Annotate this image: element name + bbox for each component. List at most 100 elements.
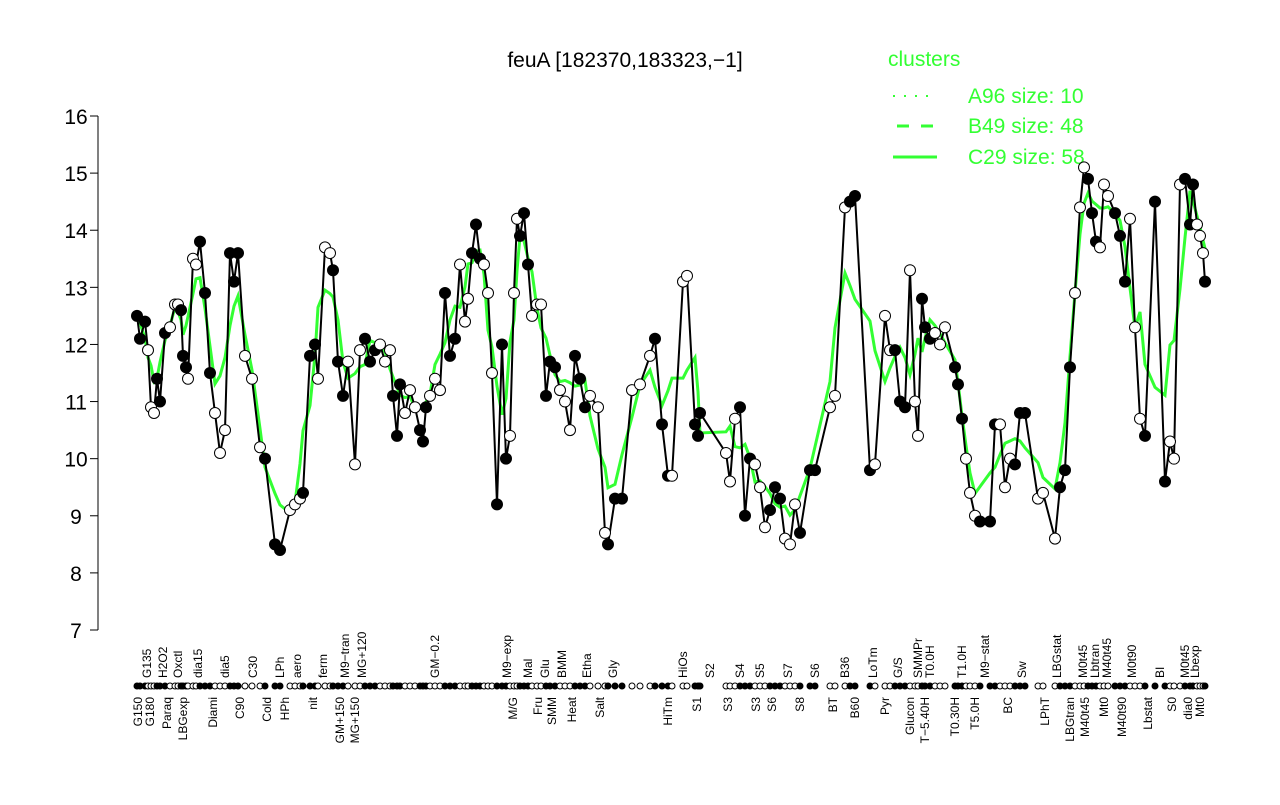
x-tick-label: Lbstat: [1141, 696, 1155, 729]
x-tick-label: B60: [848, 697, 862, 719]
x-sample-marker: [586, 682, 594, 690]
data-point: [482, 287, 494, 300]
y-tick-label: 9: [70, 506, 82, 529]
x-tick-label: M/G: [506, 697, 520, 720]
data-point: [919, 321, 931, 334]
data-point: [592, 401, 604, 414]
x-tick-label: Paraq: [160, 697, 174, 729]
data-point: [1078, 161, 1090, 174]
data-point: [500, 452, 512, 465]
x-tick-label: C90: [233, 697, 247, 719]
series-layer: [131, 161, 1211, 557]
data-point: [387, 389, 399, 402]
data-point: [554, 384, 566, 397]
x-tick-label: Mal: [521, 659, 535, 678]
data-point: [1179, 172, 1191, 185]
x-tick-label: S2: [703, 663, 717, 678]
data-point: [549, 361, 561, 374]
x-tick-label: Cold: [260, 697, 274, 722]
data-point: [337, 389, 349, 402]
x-tick-label: Oxctl: [171, 651, 185, 678]
data-point: [574, 372, 586, 385]
x-tick-label: Fru: [531, 697, 545, 715]
data-point: [666, 469, 678, 482]
x-tick-label: BT: [826, 696, 840, 712]
x-tick-label: Glucon: [903, 697, 917, 735]
data-point: [414, 424, 426, 437]
x-tick-label: Etha: [580, 653, 594, 678]
y-tick-label: 8: [70, 563, 82, 586]
data-point: [327, 264, 339, 277]
x-sample-marker: [1170, 682, 1178, 690]
data-point: [1139, 429, 1151, 442]
x-tick-label: M9−tran: [338, 634, 352, 678]
data-point: [374, 338, 386, 351]
x-tick-label: T0.0H: [923, 645, 937, 678]
data-point: [522, 258, 534, 271]
data-point: [634, 378, 646, 391]
data-point: [1114, 229, 1126, 242]
data-point: [312, 372, 324, 385]
data-point: [899, 401, 911, 414]
data-point: [470, 218, 482, 231]
data-point: [1194, 229, 1206, 242]
data-point: [228, 275, 240, 288]
y-tick-label: 16: [64, 106, 87, 129]
data-point: [569, 349, 581, 362]
x-tick-label: M40t45: [1100, 638, 1114, 678]
x-tick-label: HiOs: [676, 651, 690, 678]
data-point: [239, 349, 251, 362]
data-point: [584, 389, 596, 402]
data-point: [956, 412, 968, 425]
data-point: [749, 458, 761, 471]
x-tick-label: S0: [1165, 697, 1179, 712]
data-point: [219, 424, 231, 437]
data-point: [929, 327, 941, 340]
x-sample-marker: [651, 682, 659, 690]
data-point: [309, 338, 321, 351]
legend: clusters A96 size: 10 B49 size: 48 C29 s…: [888, 48, 1085, 169]
x-tick-label: S3: [721, 697, 735, 712]
y-tick-label: 12: [64, 334, 87, 357]
data-point: [616, 492, 628, 505]
data-point: [246, 372, 258, 385]
data-point: [692, 429, 704, 442]
x-tick-label: dia0: [1181, 697, 1195, 720]
data-point: [364, 355, 376, 368]
x-tick-label: M9−stat: [978, 634, 992, 678]
data-point: [1086, 207, 1098, 220]
x-tick-label: LBGtran: [1063, 697, 1077, 742]
x-sample-marker: [248, 682, 256, 690]
data-point: [739, 509, 751, 522]
data-point: [204, 367, 216, 379]
x-tick-label: Sw: [1015, 661, 1029, 678]
data-point: [134, 332, 146, 345]
data-point: [274, 544, 286, 557]
x-sample-marker: [658, 682, 666, 690]
data-point: [384, 344, 396, 357]
data-point: [399, 406, 411, 419]
x-tick-label: Salt: [593, 696, 607, 717]
data-point: [952, 378, 964, 391]
data-point: [916, 292, 928, 305]
data-point: [904, 264, 916, 277]
data-point: [304, 349, 316, 362]
data-point: [1164, 435, 1176, 448]
x-tick-label: LBGstat: [1050, 634, 1064, 678]
x-sample-marker: [1021, 682, 1029, 690]
data-point: [404, 384, 416, 397]
data-point: [434, 384, 446, 397]
x-sample-marker: [683, 682, 691, 690]
x-sample-marker: [1201, 682, 1209, 690]
x-tick-label: dia5: [218, 655, 232, 678]
x-tick-label: HPh: [278, 697, 292, 720]
data-point: [809, 464, 821, 477]
data-point: [324, 247, 336, 260]
data-point: [912, 429, 924, 442]
data-point: [424, 389, 436, 402]
data-point: [1199, 275, 1211, 288]
data-point: [466, 247, 478, 260]
x-tick-label: Diami: [206, 697, 220, 728]
data-point: [579, 401, 591, 414]
